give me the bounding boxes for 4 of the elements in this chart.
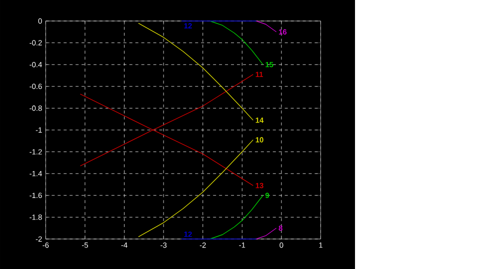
line-series bbox=[210, 20, 264, 65]
line-series bbox=[138, 22, 254, 121]
line-series bbox=[210, 195, 264, 240]
line-series bbox=[138, 139, 254, 238]
